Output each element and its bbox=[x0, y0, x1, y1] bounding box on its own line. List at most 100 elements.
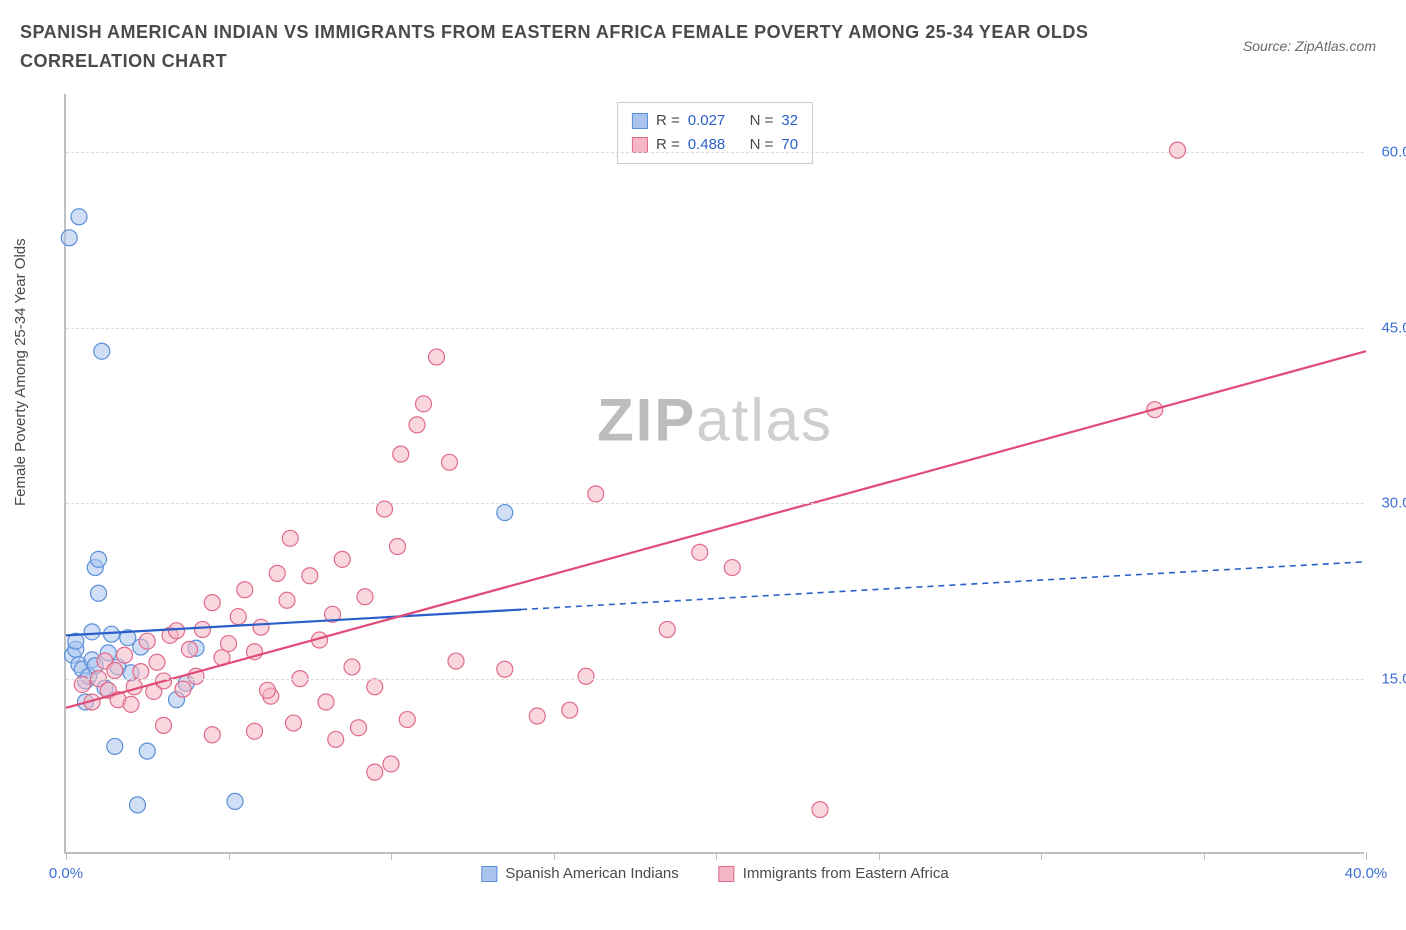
x-tick bbox=[229, 852, 230, 860]
data-point bbox=[269, 565, 285, 581]
data-point bbox=[139, 633, 155, 649]
data-point bbox=[390, 538, 406, 554]
data-point bbox=[1170, 142, 1186, 158]
data-point bbox=[442, 454, 458, 470]
data-point bbox=[302, 568, 318, 584]
y-tick-label: 30.0% bbox=[1381, 495, 1406, 512]
data-point bbox=[71, 209, 87, 225]
y-tick-label: 15.0% bbox=[1381, 670, 1406, 687]
legend-swatch bbox=[632, 137, 648, 153]
x-tick bbox=[716, 852, 717, 860]
legend-series: Spanish American Indians Immigrants from … bbox=[481, 865, 948, 882]
data-point bbox=[448, 653, 464, 669]
x-tick bbox=[66, 852, 67, 860]
data-point bbox=[344, 659, 360, 675]
data-point bbox=[195, 622, 211, 638]
x-tick bbox=[391, 852, 392, 860]
data-point bbox=[84, 624, 100, 640]
data-point bbox=[61, 230, 77, 246]
data-point bbox=[107, 662, 123, 678]
y-tick-label: 60.0% bbox=[1381, 144, 1406, 161]
x-tick bbox=[1204, 852, 1205, 860]
n-value[interactable]: 32 bbox=[781, 109, 798, 133]
data-point bbox=[393, 446, 409, 462]
data-point bbox=[318, 694, 334, 710]
trend-line-solid bbox=[66, 610, 521, 636]
x-tick-label: 40.0% bbox=[1345, 865, 1388, 882]
data-point bbox=[692, 544, 708, 560]
gridline-h bbox=[66, 679, 1364, 680]
data-point bbox=[416, 396, 432, 412]
data-point bbox=[175, 681, 191, 697]
data-point bbox=[221, 636, 237, 652]
source-label: Source: ZipAtlas.com bbox=[1243, 38, 1376, 54]
data-point bbox=[247, 723, 263, 739]
gridline-h bbox=[66, 152, 1364, 153]
data-point bbox=[130, 797, 146, 813]
trend-line-dashed bbox=[521, 562, 1366, 610]
data-point bbox=[334, 551, 350, 567]
data-point bbox=[230, 609, 246, 625]
data-point bbox=[237, 582, 253, 598]
x-tick bbox=[1041, 852, 1042, 860]
legend-swatch bbox=[719, 866, 735, 882]
data-point bbox=[367, 679, 383, 695]
legend-swatch bbox=[481, 866, 497, 882]
data-point bbox=[133, 664, 149, 680]
data-point bbox=[260, 682, 276, 698]
data-point bbox=[429, 349, 445, 365]
y-axis-label: Female Poverty Among 25-34 Year Olds bbox=[12, 238, 29, 506]
data-point bbox=[724, 560, 740, 576]
r-label: R = bbox=[656, 109, 680, 133]
legend-series-label: Spanish American Indians bbox=[505, 865, 678, 882]
data-point bbox=[94, 343, 110, 359]
data-point bbox=[328, 731, 344, 747]
data-point bbox=[497, 505, 513, 521]
data-point bbox=[107, 738, 123, 754]
data-point bbox=[169, 623, 185, 639]
data-point bbox=[578, 668, 594, 684]
chart-container: Female Poverty Among 25-34 Year Olds ZIP… bbox=[20, 86, 1386, 916]
x-tick bbox=[879, 852, 880, 860]
legend-swatch bbox=[632, 113, 648, 129]
data-point bbox=[286, 715, 302, 731]
data-point bbox=[139, 743, 155, 759]
data-point bbox=[399, 712, 415, 728]
trend-line-solid bbox=[66, 351, 1366, 708]
legend-series-item: Immigrants from Eastern Africa bbox=[719, 865, 949, 882]
data-point bbox=[253, 619, 269, 635]
gridline-h bbox=[66, 328, 1364, 329]
legend-stat-row: R =0.027 N =32 bbox=[632, 109, 798, 133]
data-point bbox=[529, 708, 545, 724]
data-point bbox=[279, 592, 295, 608]
plot-svg bbox=[66, 94, 1364, 852]
x-tick-label: 0.0% bbox=[49, 865, 83, 882]
plot-area: ZIPatlas R =0.027 N =32R =0.488 N =70 Sp… bbox=[64, 94, 1364, 854]
legend-series-label: Immigrants from Eastern Africa bbox=[743, 865, 949, 882]
y-tick-label: 45.0% bbox=[1381, 319, 1406, 336]
data-point bbox=[117, 647, 133, 663]
data-point bbox=[182, 641, 198, 657]
gridline-h bbox=[66, 503, 1364, 504]
data-point bbox=[282, 530, 298, 546]
data-point bbox=[123, 696, 139, 712]
data-point bbox=[497, 661, 513, 677]
data-point bbox=[156, 717, 172, 733]
data-point bbox=[812, 802, 828, 818]
data-point bbox=[204, 595, 220, 611]
legend-series-item: Spanish American Indians bbox=[481, 865, 678, 882]
data-point bbox=[227, 793, 243, 809]
r-value[interactable]: 0.027 bbox=[688, 109, 726, 133]
x-tick bbox=[1366, 852, 1367, 860]
chart-title: SPANISH AMERICAN INDIAN VS IMMIGRANTS FR… bbox=[20, 18, 1120, 76]
data-point bbox=[91, 585, 107, 601]
data-point bbox=[204, 727, 220, 743]
data-point bbox=[588, 486, 604, 502]
data-point bbox=[367, 764, 383, 780]
legend-stats: R =0.027 N =32R =0.488 N =70 bbox=[617, 102, 813, 164]
data-point bbox=[149, 654, 165, 670]
data-point bbox=[91, 551, 107, 567]
data-point bbox=[409, 417, 425, 433]
data-point bbox=[562, 702, 578, 718]
data-point bbox=[659, 622, 675, 638]
